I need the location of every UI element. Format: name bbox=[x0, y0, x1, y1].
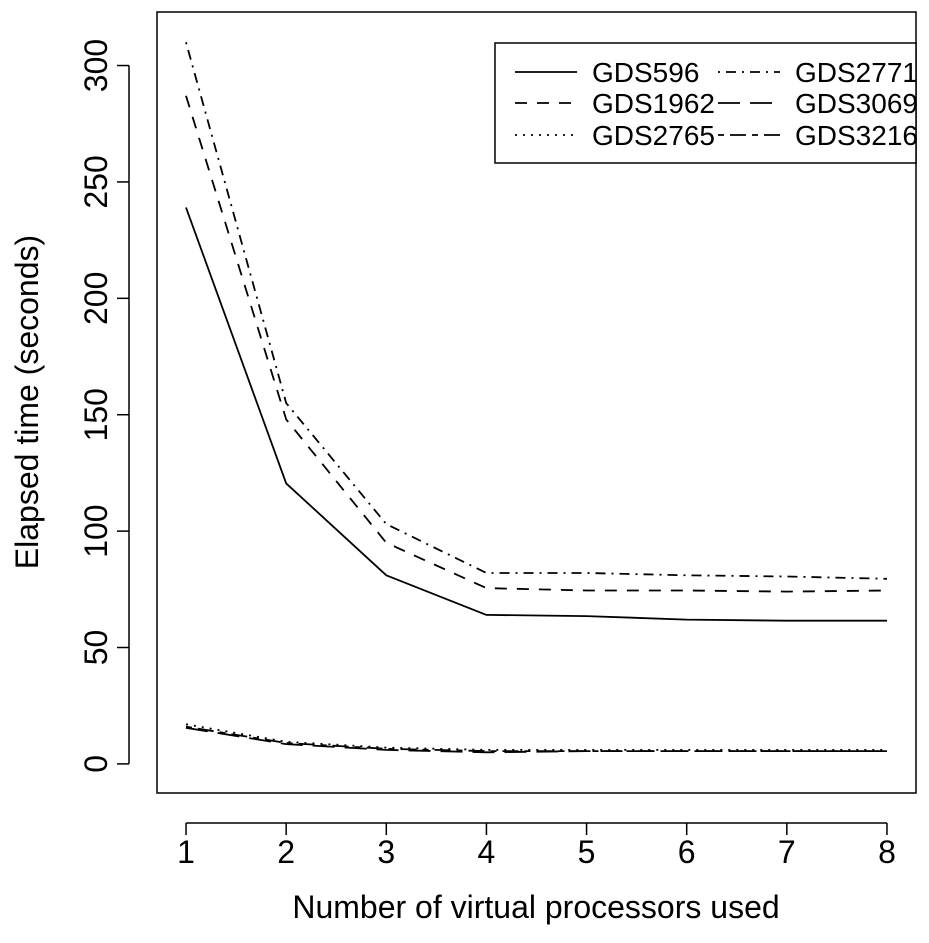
series-line-gds3216 bbox=[185, 725, 887, 752]
legend-label-gds2765: GDS2765 bbox=[592, 120, 715, 151]
x-tick-label: 3 bbox=[377, 834, 395, 870]
y-axis-label: Elapsed time (seconds) bbox=[9, 235, 45, 569]
legend-label-gds1962: GDS1962 bbox=[592, 88, 715, 119]
x-tick-label: 5 bbox=[578, 834, 596, 870]
y-tick-label: 300 bbox=[78, 39, 114, 92]
legend-label-gds3069: GDS3069 bbox=[795, 88, 918, 119]
y-tick-label: 50 bbox=[78, 630, 114, 666]
y-tick-label: 200 bbox=[78, 272, 114, 325]
series-line-gds2771 bbox=[185, 42, 888, 580]
y-tick-label: 100 bbox=[78, 504, 114, 557]
x-axis: 1 2 3 4 5 6 7 8 bbox=[177, 822, 896, 870]
x-tick-label: 8 bbox=[878, 834, 896, 870]
x-axis-label: Number of virtual processors used bbox=[292, 889, 779, 925]
series-line-gds596 bbox=[185, 207, 887, 622]
legend-label-gds3216: GDS3216 bbox=[795, 120, 918, 151]
legend-label-gds2771: GDS2771 bbox=[795, 57, 918, 88]
legend-label-gds596: GDS596 bbox=[592, 57, 699, 88]
y-tick-label: 150 bbox=[78, 388, 114, 441]
x-tick-label: 1 bbox=[177, 834, 195, 870]
y-axis: 0 50 100 150 200 250 300 bbox=[78, 39, 130, 773]
series-line-gds1962 bbox=[185, 95, 888, 593]
y-tick-label: 250 bbox=[78, 155, 114, 208]
x-tick-label: 7 bbox=[778, 834, 796, 870]
x-tick-label: 4 bbox=[478, 834, 496, 870]
plot-frame bbox=[156, 11, 917, 794]
x-tick-label: 2 bbox=[277, 834, 295, 870]
series-line-gds2765 bbox=[185, 723, 887, 751]
series-line-gds3069 bbox=[185, 726, 887, 754]
y-tick-label: 0 bbox=[78, 755, 114, 773]
x-tick-label: 6 bbox=[678, 834, 696, 870]
plot-lines bbox=[185, 42, 888, 754]
